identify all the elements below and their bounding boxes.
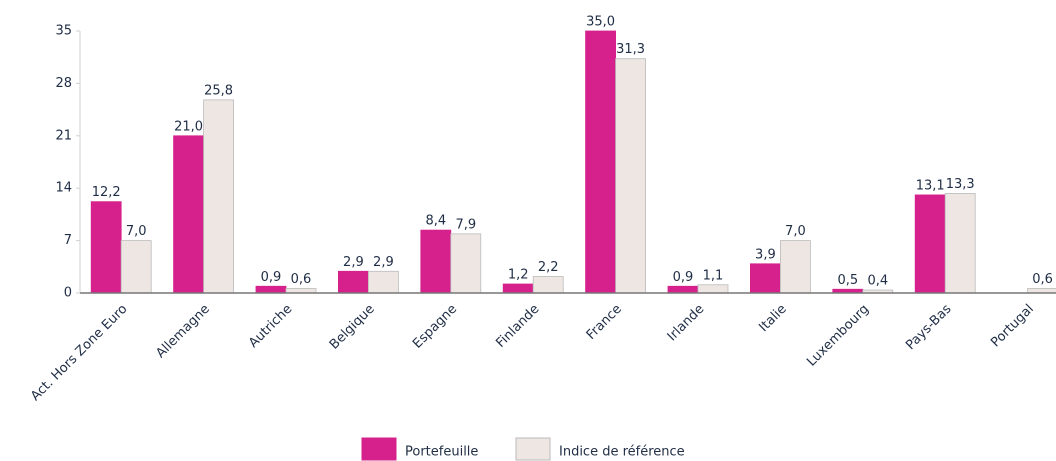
bar <box>173 135 205 294</box>
y-tick-label: 14 <box>55 181 72 196</box>
legend-swatch <box>361 437 397 461</box>
value-label: 2,9 <box>343 255 364 270</box>
bar <box>337 270 369 294</box>
bar <box>367 270 399 294</box>
value-label: 3,9 <box>755 247 776 262</box>
bar <box>750 263 781 294</box>
bar <box>615 58 646 294</box>
x-tick-label: Irlande <box>665 302 708 345</box>
bar <box>203 99 235 294</box>
x-tick-label: Pays-Bas <box>903 302 954 353</box>
value-label: 31,3 <box>616 42 645 57</box>
value-label: 7,0 <box>785 224 806 239</box>
y-tick-label: 7 <box>64 233 72 248</box>
x-tick-label: Autriche <box>246 302 295 351</box>
value-label: 2,9 <box>373 255 394 270</box>
value-label: 1,2 <box>508 268 529 283</box>
value-label: 13,1 <box>916 178 945 193</box>
bar <box>697 284 729 294</box>
value-label: 0,9 <box>261 270 282 285</box>
value-label: 7,9 <box>455 217 476 232</box>
value-label: 2,2 <box>538 260 559 275</box>
value-label: 0,4 <box>867 274 888 289</box>
value-label: 8,4 <box>425 214 446 229</box>
x-tick-label: Act. Hors Zone Euro <box>28 302 130 404</box>
value-label: 0,5 <box>837 273 858 288</box>
x-tick-label: Italie <box>756 302 789 335</box>
value-label: 0,9 <box>673 270 694 285</box>
bar <box>914 194 946 294</box>
bar <box>502 283 534 294</box>
x-tick-label: Portugal <box>988 302 1037 351</box>
legend-label: Portefeuille <box>405 445 478 460</box>
value-label: 0,6 <box>291 272 312 287</box>
legend-label: Indice de référence <box>559 445 685 460</box>
bar <box>90 201 122 294</box>
legend-swatch <box>515 437 551 461</box>
x-tick-label: Belgique <box>327 302 378 353</box>
bar <box>944 193 976 294</box>
y-tick-label: 21 <box>55 128 72 143</box>
value-label: 35,0 <box>586 15 615 30</box>
bar <box>420 229 452 294</box>
value-label: 1,1 <box>703 268 724 283</box>
bar <box>120 240 152 294</box>
value-label: 13,3 <box>946 177 975 192</box>
x-tick-label: Luxembourg <box>804 302 872 370</box>
x-tick-label: Espagne <box>410 302 460 352</box>
x-tick-label: France <box>584 302 625 343</box>
value-label: 25,8 <box>204 83 233 98</box>
value-label: 7,0 <box>126 224 147 239</box>
x-tick-label: Allemagne <box>153 302 213 362</box>
x-tick-label: Finlande <box>493 302 542 351</box>
bar <box>255 285 287 294</box>
value-label: 21,0 <box>174 119 203 134</box>
y-tick-label: 35 <box>55 24 72 39</box>
bar <box>532 276 564 294</box>
bar <box>780 240 811 294</box>
bar <box>667 285 699 294</box>
y-tick-label: 28 <box>55 76 72 91</box>
bar <box>585 30 616 294</box>
bar <box>450 233 482 294</box>
value-label: 0,6 <box>1032 272 1053 287</box>
value-label: 12,2 <box>92 185 121 200</box>
y-tick-label: 0 <box>64 286 72 301</box>
